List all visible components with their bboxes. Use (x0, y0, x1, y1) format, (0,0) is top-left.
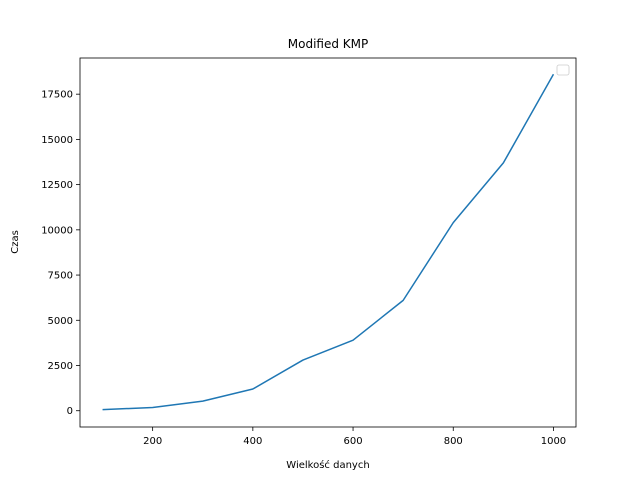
legend-box (556, 64, 570, 76)
chart-title: Modified KMP (288, 37, 368, 51)
series-line (102, 73, 555, 411)
y-tick-label: 12500 (41, 180, 73, 191)
y-tick-label: 2500 (48, 361, 73, 372)
y-tick-label: 0 (67, 406, 73, 417)
plot-frame (79, 57, 577, 428)
series-layer (102, 73, 555, 411)
x-axis-ticks: 200 400 600 800 1000 (143, 427, 566, 447)
x-axis-label: Wielkość danych (286, 459, 369, 471)
y-tick-label: 17500 (41, 90, 73, 101)
x-tick-label: 600 (344, 436, 363, 447)
y-tick-label: 7500 (48, 271, 73, 282)
x-tick-label: 400 (243, 436, 262, 447)
x-tick-label: 800 (444, 436, 463, 447)
y-axis-label: Czas (10, 230, 21, 254)
x-tick-label: 1000 (541, 436, 566, 447)
x-tick-label: 200 (143, 436, 162, 447)
y-tick-label: 10000 (41, 225, 73, 236)
y-tick-label: 5000 (48, 316, 73, 327)
y-tick-label: 15000 (41, 135, 73, 146)
y-axis-ticks: 0 2500 5000 7500 10000 12500 15000 17500 (41, 90, 80, 417)
